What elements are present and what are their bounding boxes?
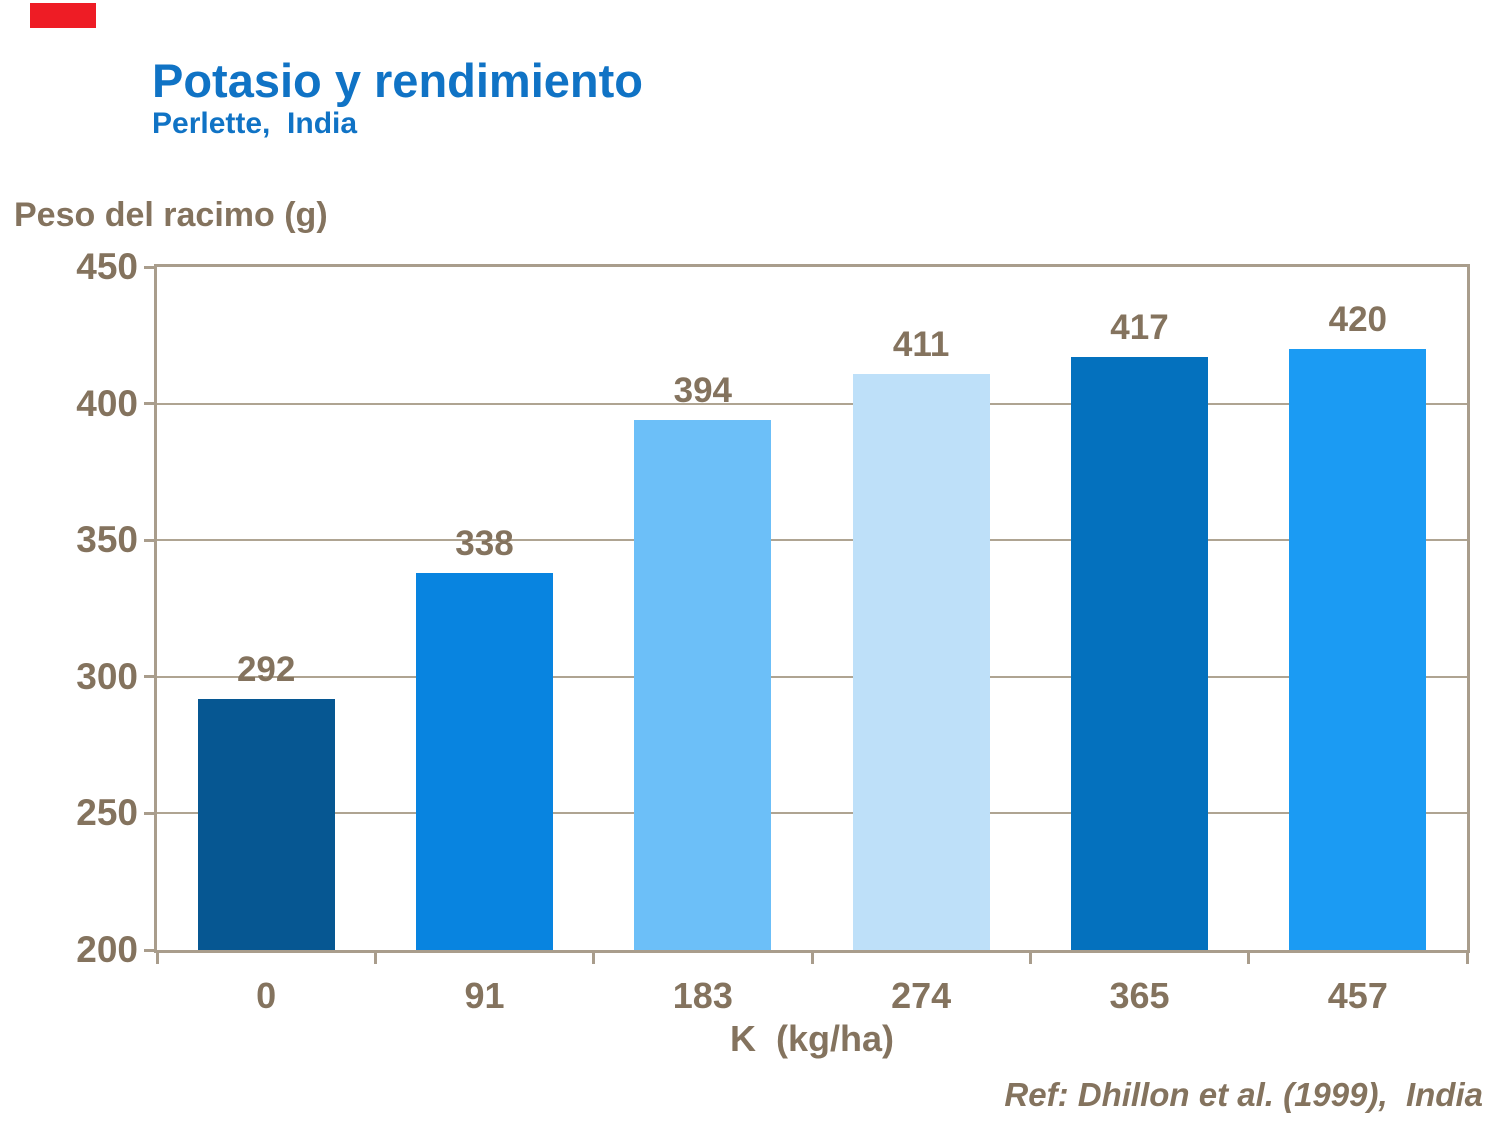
x-tick-label: 183 [672, 975, 733, 1016]
y-axis-tick [144, 538, 157, 542]
gridline [157, 675, 1467, 678]
gridline [157, 402, 1467, 405]
y-axis-title: Peso del racimo (g) [14, 196, 328, 234]
y-tick-label: 450 [76, 246, 138, 287]
y-axis-tick [144, 675, 157, 679]
x-axis-tick [155, 950, 159, 964]
x-tick-label: 0 [256, 975, 277, 1016]
bar [634, 419, 772, 950]
x-axis-tick [810, 950, 814, 964]
bar-value-label: 417 [1110, 308, 1169, 348]
chart-subtitle: Perlette, India [152, 107, 358, 140]
y-tick-label: 200 [76, 929, 138, 970]
bar [197, 698, 335, 950]
y-axis-tick [144, 402, 157, 406]
y-axis-tick [144, 948, 157, 952]
y-tick-label: 400 [76, 382, 138, 424]
y-axis-tick [144, 265, 157, 269]
bar [416, 572, 553, 950]
bar [1289, 348, 1427, 950]
x-axis-tick [1465, 950, 1469, 964]
y-tick-label: 250 [76, 792, 138, 834]
x-tick-label: 457 [1327, 975, 1388, 1016]
bar-value-label: 292 [236, 649, 296, 689]
y-tick-label: 300 [76, 655, 138, 697]
x-axis-tick [1247, 950, 1251, 964]
x-axis-tick [592, 950, 596, 964]
x-axis-title: K (kg/ha) [729, 1018, 894, 1059]
chart-title: Potasio y rendimiento [152, 54, 643, 107]
bar-value-label: 338 [455, 523, 514, 563]
x-tick-label: 274 [891, 975, 952, 1016]
x-tick-label: 91 [464, 975, 505, 1016]
bar-value-label: 394 [673, 370, 733, 410]
plot-area [154, 264, 1470, 953]
bar-value-label: 411 [892, 324, 950, 364]
gridline [157, 812, 1467, 815]
x-axis-tick [373, 950, 377, 964]
bar-value-label: 420 [1328, 299, 1388, 339]
x-tick-label: 365 [1109, 975, 1170, 1016]
reference-text: Ref: Dhillon et al. (1999), India [1004, 1076, 1483, 1113]
bar [1071, 357, 1208, 950]
y-axis-tick [144, 811, 157, 815]
y-tick-label: 350 [76, 519, 138, 561]
x-axis-tick [1028, 950, 1032, 964]
bar [852, 373, 990, 950]
logo-red-block [30, 3, 96, 28]
gridline [157, 539, 1467, 542]
